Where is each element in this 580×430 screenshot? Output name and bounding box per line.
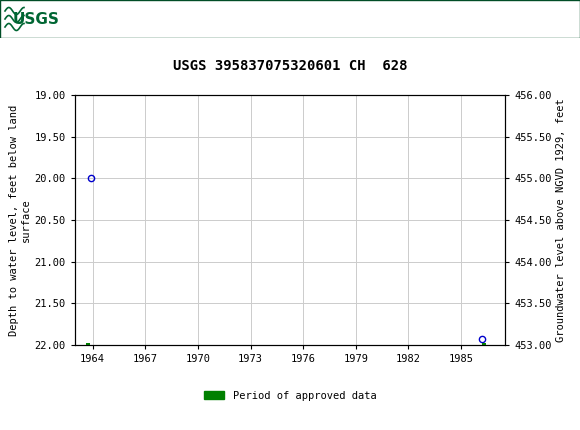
Legend: Period of approved data: Period of approved data [200, 387, 380, 405]
Text: USGS 395837075320601 CH  628: USGS 395837075320601 CH 628 [173, 59, 407, 74]
Text: USGS: USGS [13, 12, 60, 27]
Y-axis label: Depth to water level, feet below land
surface: Depth to water level, feet below land su… [9, 104, 31, 336]
Bar [4, 4, 64, 34]
Y-axis label: Groundwater level above NGVD 1929, feet: Groundwater level above NGVD 1929, feet [556, 98, 566, 342]
